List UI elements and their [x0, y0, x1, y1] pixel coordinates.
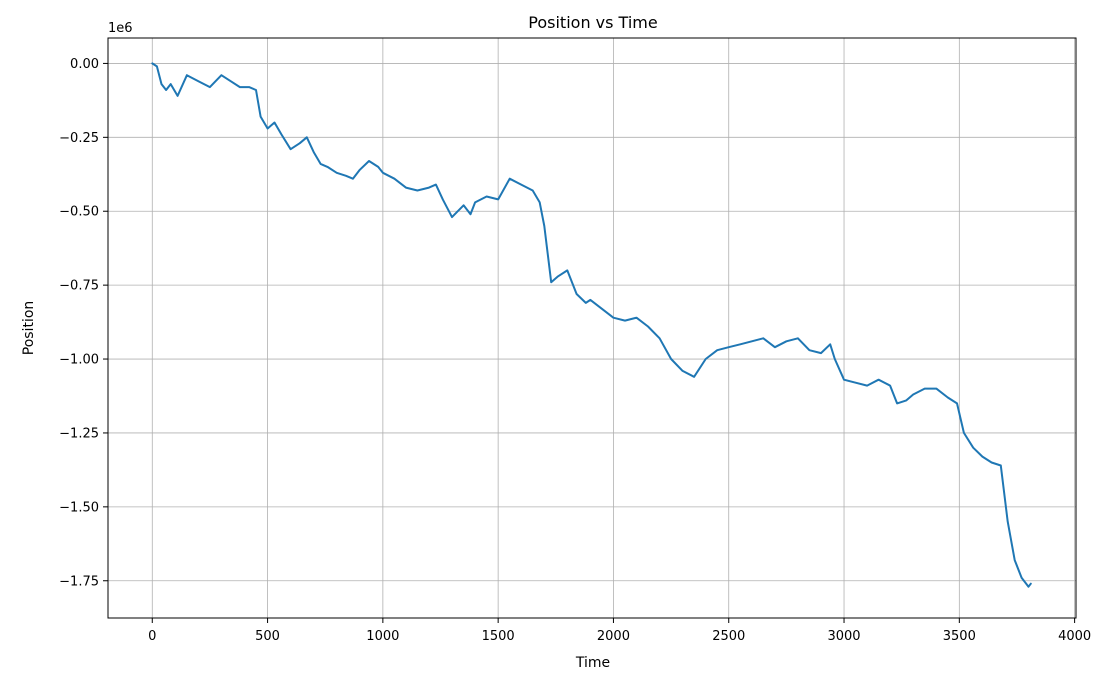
x-tick-label: 4000 [1058, 629, 1091, 644]
y-tick-label: −0.50 [59, 205, 99, 220]
plot-area-frame [107, 37, 1077, 619]
x-tick-label: 500 [255, 629, 280, 644]
y-tick-label: −0.25 [59, 131, 99, 146]
y-axis-ticks: 0.00 −0.25 −0.50 −0.75 −1.00 −1.25 −1.50 −1.75 [59, 57, 108, 589]
y-axis-offset-label: 1e6 [108, 21, 133, 36]
x-tick-label: 1000 [366, 629, 399, 644]
y-tick-label: −1.50 [59, 500, 99, 515]
x-axis-ticks: 0 500 1000 1500 2000 2500 3000 3500 4000 [148, 618, 1091, 644]
series-layer [151, 62, 1032, 588]
x-tick-label: 2500 [712, 629, 745, 644]
y-tick-label: 0.00 [70, 57, 99, 72]
x-tick-label: 3000 [827, 629, 860, 644]
y-axis-label: Position [21, 301, 37, 356]
x-axis-label: Time [575, 655, 610, 671]
series-line-0 [151, 62, 1032, 588]
y-tick-label: −1.25 [59, 426, 99, 441]
chart-title: Position vs Time [528, 13, 657, 32]
x-tick-label: 2000 [597, 629, 630, 644]
y-tick-label: −0.75 [59, 279, 99, 294]
y-tick-label: −1.75 [59, 574, 99, 589]
x-tick-label: 0 [148, 629, 156, 644]
grid-lines [108, 38, 1076, 618]
x-tick-label: 1500 [482, 629, 515, 644]
y-tick-label: −1.00 [59, 353, 99, 368]
x-tick-label: 3500 [943, 629, 976, 644]
